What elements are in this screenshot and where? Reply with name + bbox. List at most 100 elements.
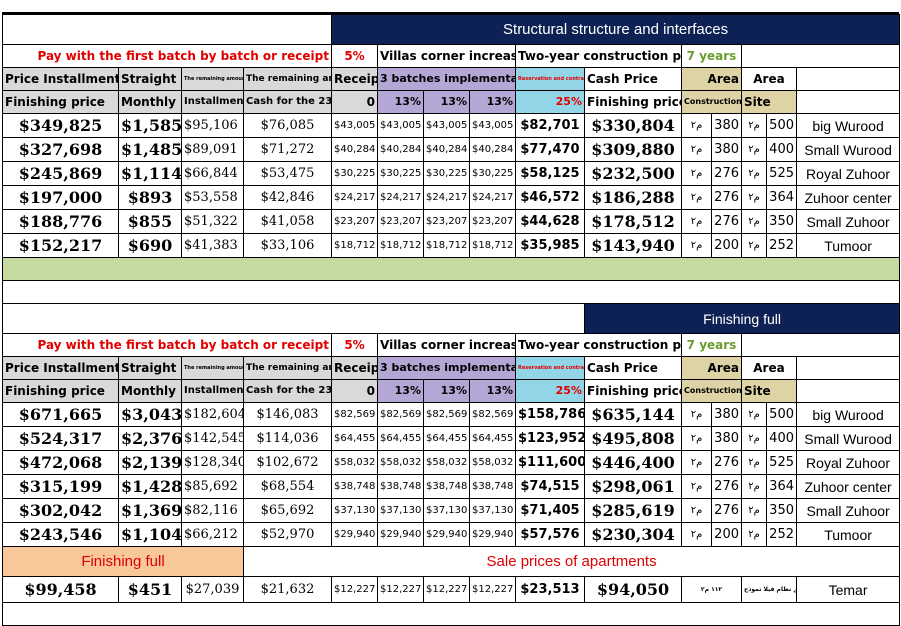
construction-area: 276 xyxy=(711,185,742,210)
col-construction: Construction xyxy=(681,90,742,114)
site-area: 252 xyxy=(766,522,797,547)
col-batch-pct: 13% xyxy=(469,379,516,403)
batch-amount: $24,217 xyxy=(377,185,424,210)
villa-name: Tumoor xyxy=(795,233,901,258)
batch-amount: $82,569 xyxy=(377,402,424,427)
batch-amount: $38,748 xyxy=(377,474,424,499)
batch-amount: $23,207 xyxy=(423,209,470,234)
cash-23: $114,036 xyxy=(243,426,332,451)
col-straight: Straight xyxy=(118,356,182,380)
site-area: 500 xyxy=(766,402,797,427)
col-reservation: Reservation and contract xyxy=(515,356,585,380)
construction-area: 380 xyxy=(711,113,742,138)
batch-amount: $23,207 xyxy=(377,209,424,234)
col-res-pct: 25% xyxy=(515,90,585,114)
site-area: 350 xyxy=(766,498,797,523)
installment: $51,322 xyxy=(181,209,244,234)
blank-cell xyxy=(795,356,901,380)
price-sheet: Structural structure and interfaces Pay w… xyxy=(1,12,901,626)
area-unit: م٢ xyxy=(681,402,712,427)
years-label: 7 years xyxy=(681,44,742,68)
cash-23: $52,970 xyxy=(243,522,332,547)
construction-area: 200 xyxy=(711,233,742,258)
batch-amount: $29,940 xyxy=(469,522,516,547)
cash-price: $330,804 xyxy=(584,113,682,138)
reservation: $74,515 xyxy=(515,474,585,499)
table-row: $327,698 $1,485 $89,091 $71,272 $40,284 $40,2… xyxy=(2,137,901,162)
finishing-price: $243,546 xyxy=(2,522,119,547)
site-area: 525 xyxy=(766,161,797,186)
site-area: 350 xyxy=(766,209,797,234)
villa-name: Royal Zuhoor xyxy=(795,161,901,186)
area-unit: م٢ xyxy=(741,161,767,186)
batch-amount: $43,005 xyxy=(331,113,378,138)
villa-name: Royal Zuhoor xyxy=(795,450,901,475)
pay-label: Pay with the first batch by batch or rec… xyxy=(2,333,332,357)
reservation: $158,786 xyxy=(515,402,585,427)
batch-amount: $82,569 xyxy=(469,402,516,427)
monthly: $1,485 xyxy=(118,137,182,162)
cash-price: $446,400 xyxy=(584,450,682,475)
period-label: Two-year construction period xyxy=(515,44,682,68)
col-batches: 3 batches implementation xyxy=(377,67,516,91)
apartment-model: شقق نظام فيلا نموذج Y3 xyxy=(741,576,797,603)
area-unit: م٢ xyxy=(741,522,767,547)
col-batch-pct: 13% xyxy=(377,90,424,114)
col-receipt-val: 0 xyxy=(331,379,378,403)
col-price-installment: Price Installment xyxy=(2,356,119,380)
construction-area: 276 xyxy=(711,450,742,475)
batch-amount: $58,032 xyxy=(331,450,378,475)
construction-area: 200 xyxy=(711,522,742,547)
area-unit: م٢ xyxy=(681,161,712,186)
batch-amount: $40,284 xyxy=(331,137,378,162)
col-finishing-price-2: Finishing price xyxy=(584,379,682,403)
installment: $128,340 xyxy=(181,450,244,475)
finishing-price: $472,068 xyxy=(2,450,119,475)
col-cash-23: Cash for the 23% xyxy=(243,90,332,114)
header-row: Finishing price Monthly Installment Cash fo… xyxy=(2,90,901,114)
area-unit: م٢ xyxy=(741,113,767,138)
monthly: $690 xyxy=(118,233,182,258)
batch-amount: $64,455 xyxy=(469,426,516,451)
batch-amount: $43,005 xyxy=(469,113,516,138)
villa-name: Small Wurood xyxy=(795,137,901,162)
villa-name: Tumoor xyxy=(795,522,901,547)
col-straight: Straight xyxy=(118,67,182,91)
area-unit: م٢ xyxy=(681,426,712,451)
col-cash-23: Cash for the 23% xyxy=(243,379,332,403)
table-row: $188,776 $855 $51,322 $41,058 $23,207 $23,207… xyxy=(2,209,901,234)
blank-cell xyxy=(795,67,901,91)
batch-amount: $29,940 xyxy=(377,522,424,547)
col-finishing-price: Finishing price xyxy=(2,379,119,403)
reservation: $23,513 xyxy=(515,576,585,603)
monthly: $893 xyxy=(118,185,182,210)
section-title: Structural structure and interfaces xyxy=(330,14,901,45)
area-unit: م٢ xyxy=(681,522,712,547)
finishing-price: $524,317 xyxy=(2,426,119,451)
batch-amount: $29,940 xyxy=(331,522,378,547)
pct-label: 5% xyxy=(331,333,378,357)
reservation: $35,985 xyxy=(515,233,585,258)
area-unit: م٢ xyxy=(681,185,712,210)
footer-banner-row: Finishing full Sale prices of apartments xyxy=(2,546,901,577)
batch-amount: $38,748 xyxy=(423,474,470,499)
price-table: Structural structure and interfaces Pay w… xyxy=(1,14,901,626)
cash-price: $635,144 xyxy=(584,402,682,427)
installment: $85,692 xyxy=(181,474,244,499)
spacer xyxy=(1,602,901,626)
site-area: 364 xyxy=(766,185,797,210)
reservation: $123,952 xyxy=(515,426,585,451)
finishing-price: $152,217 xyxy=(2,233,119,258)
col-finishing-price: Finishing price xyxy=(2,90,119,114)
installment: $142,545 xyxy=(181,426,244,451)
apartment-area: ١١٢ م٢ xyxy=(681,576,742,603)
villa-name: Small Zuhoor xyxy=(795,209,901,234)
section-title: Finishing full xyxy=(583,303,901,334)
table-row: $349,825 $1,585 $95,106 $76,085 $43,005 $43,0… xyxy=(2,113,901,138)
batch-amount: $82,569 xyxy=(423,402,470,427)
monthly: $855 xyxy=(118,209,182,234)
area-unit: م٢ xyxy=(741,137,767,162)
batch-amount: $58,032 xyxy=(423,450,470,475)
monthly: $3,043 xyxy=(118,402,182,427)
cash-price: $232,500 xyxy=(584,161,682,186)
